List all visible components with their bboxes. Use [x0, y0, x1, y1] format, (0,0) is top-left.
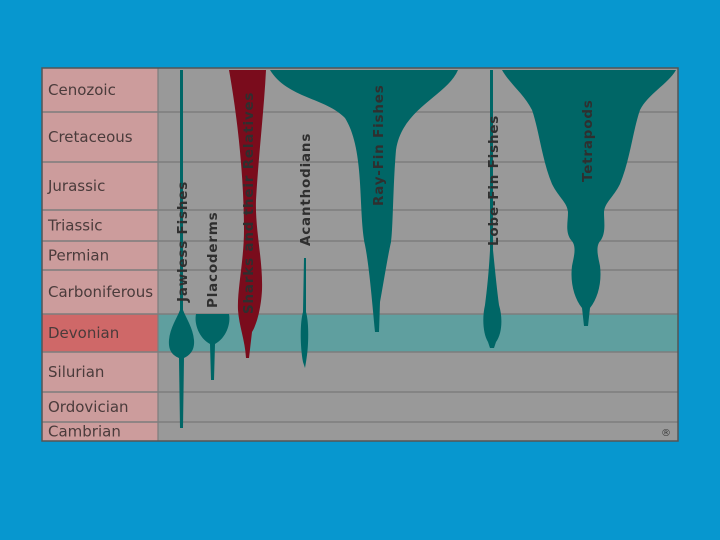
group-label-lobe-fin-fishes: Lobe-Fin Fishes [486, 115, 502, 246]
period-label: Silurian [48, 363, 104, 381]
copyright-mark: ® [661, 428, 671, 439]
group-label-placoderms: Placoderms [205, 212, 221, 309]
period-label: Cretaceous [48, 128, 133, 146]
group-label-tetrapods: Tetrapods [580, 99, 596, 182]
group-label-sharks: Sharks and their Relatives [241, 92, 257, 314]
group-label-acanthodians: Acanthodians [298, 133, 314, 246]
devonian-band [158, 314, 678, 352]
period-label: Ordovician [48, 398, 129, 416]
period-label: Cenozoic [48, 81, 116, 99]
period-label: Devonian [48, 324, 119, 342]
period-label: Jurassic [47, 177, 105, 195]
period-label: Carboniferous [48, 283, 153, 301]
period-rows: Cenozoic Cretaceous Jurassic Triassic Permia… [42, 68, 158, 441]
period-label: Permian [48, 247, 109, 265]
period-label: Cambrian [48, 423, 121, 441]
group-label-jawless-fishes: Jawless Fishes [175, 181, 191, 303]
period-label: Triassic [47, 217, 103, 235]
group-label-ray-fin-fishes: Ray-Fin Fishes [371, 84, 387, 206]
